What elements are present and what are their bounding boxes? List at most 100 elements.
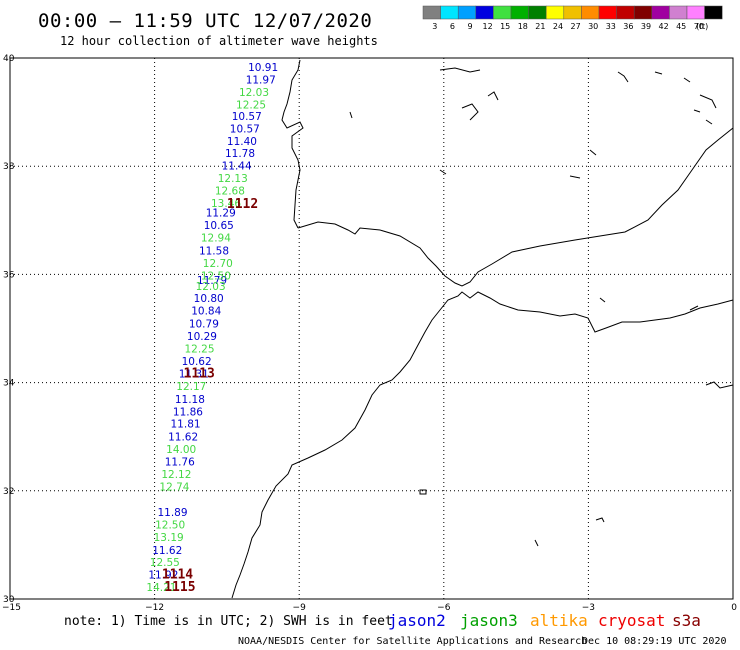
satellite-name-cryosat: cryosat [598, 611, 665, 630]
swh-point-jason3: 12.13 [218, 173, 248, 185]
swh-point-jason2: 11.92 [148, 570, 178, 582]
swh-point-jason2: 11.62 [152, 545, 182, 557]
pass-number: 1114 [162, 568, 193, 583]
y-tick-label: 36 [3, 270, 15, 280]
swh-point-jason3: 12.50 [155, 519, 185, 531]
satellite-name-s3a: s3a [672, 611, 701, 630]
legend-swatch [598, 5, 617, 20]
legend-tick-label: 36 [623, 22, 633, 31]
legend-tick-label: 30 [588, 22, 598, 31]
pass-number: 1115 [164, 580, 195, 595]
coast-island [599, 297, 606, 303]
legend-tick-label: 24 [553, 22, 563, 31]
coast-north-africa [231, 291, 734, 599]
swh-point-jason2: 10.65 [204, 220, 234, 232]
units-note: note: 1) Time is in UTC; 2) SWH is in fe… [64, 614, 393, 629]
map-frame [9, 57, 734, 600]
coast-island [683, 77, 691, 83]
altimeter-points: 10.9111.9710.5710.5711.4011.7811.4411.29… [146, 62, 278, 594]
swh-point-jason2: 11.76 [165, 457, 195, 469]
swh-point-jason2: 10.57 [230, 123, 260, 135]
legend-swatch [651, 5, 670, 20]
swh-point-jason2: 10.62 [182, 356, 212, 368]
swh-point-jason3: 12.17 [176, 381, 206, 393]
legend-tick-label: 42 [659, 22, 669, 31]
satellite-name-jason3: jason3 [460, 611, 518, 630]
swh-point-jason3: 12.03 [196, 281, 226, 293]
legend-tick-label: 45 [676, 22, 686, 31]
legend-unit: (ft) [696, 22, 708, 31]
color-legend: 3 6 9 12 15 18 21 24 27 30 33 36 39 42 45 70(ft) [422, 5, 723, 31]
legend-tick-label: 15 [500, 22, 510, 31]
swh-point-jason2: 11.31 [179, 368, 209, 380]
legend-tick-label: 18 [518, 22, 528, 31]
coast-island [699, 94, 717, 109]
swh-point-jason3: 12.25 [236, 100, 266, 112]
x-tick-label: −15 [2, 603, 21, 613]
coast-island [693, 109, 701, 113]
x-tick-label: −12 [145, 603, 164, 613]
legend-swatch [493, 5, 512, 20]
y-tick-label: 30 [3, 595, 15, 605]
coast-island [654, 71, 663, 75]
legend-swatch [528, 5, 547, 20]
legend-swatch [669, 5, 688, 20]
coast-island [439, 169, 447, 175]
swh-point-jason3: 12.03 [239, 87, 269, 99]
coast-island [569, 175, 581, 179]
swh-point-jason2: 10.91 [248, 62, 278, 74]
legend-swatch [686, 5, 705, 20]
pass-number: 1113 [184, 366, 215, 381]
coast-island [689, 305, 699, 311]
swh-point-jason3: 12.68 [215, 186, 245, 198]
swh-point-jason2: 11.79 [197, 275, 227, 287]
legend-swatch [616, 5, 635, 20]
coast-island [705, 119, 713, 125]
legend-tick-label: 12 [483, 22, 493, 31]
x-tick-label: −6 [437, 603, 451, 613]
legend-swatch [510, 5, 529, 20]
legend-tick-label: 3 [432, 22, 437, 31]
legend-swatch [581, 5, 600, 20]
swh-point-jason3: 12.25 [184, 344, 214, 356]
coast-island [705, 381, 734, 389]
swh-point-jason2: 10.80 [194, 293, 224, 305]
x-tick-label: 0 [731, 603, 737, 613]
coast-south-iberia [297, 127, 734, 287]
y-tick-label: 38 [3, 162, 15, 172]
x-tick-label: −3 [582, 603, 595, 613]
swh-point-jason2: 11.86 [173, 406, 203, 418]
coast-island [487, 91, 499, 101]
swh-point-jason2: 11.81 [171, 419, 201, 431]
timestamp: Dec 10 08:29:19 UTC 2020 [582, 636, 727, 647]
legend-swatch [422, 5, 441, 20]
y-tick-label: 34 [3, 379, 15, 389]
coast-island [439, 67, 481, 73]
legend-tick-label: 70 [694, 22, 704, 31]
legend-swatch [475, 5, 494, 20]
coast-island [349, 111, 353, 119]
swh-point-jason3: 13.19 [154, 532, 184, 544]
map-border [9, 57, 734, 600]
swh-point-jason2: 11.97 [246, 75, 276, 87]
coast-island [595, 517, 605, 523]
coast-island [419, 489, 427, 495]
axis-ticks: −15 −12 −9 −6 −3 0 30 32 34 36 38 40 [2, 54, 737, 613]
coast-island [534, 539, 539, 547]
swh-point-jason2: 11.58 [199, 246, 229, 258]
legend-swatch [457, 5, 477, 20]
swh-point-jason3: 14.21 [146, 582, 176, 594]
swh-point-jason2: 11.62 [168, 432, 198, 444]
legend-tick-label: 39 [641, 22, 651, 31]
coastline [231, 59, 734, 599]
swh-point-jason3: 14.00 [166, 444, 196, 456]
swh-point-jason3: 12.55 [150, 557, 180, 569]
swh-point-jason3: 12.50 [201, 270, 231, 282]
swh-point-jason2: 11.40 [227, 136, 257, 148]
chart-title: 00:00 – 11:59 UTC 12/07/2020 [38, 10, 372, 32]
legend-swatch [704, 5, 723, 20]
satellite-name-jason2: jason2 [388, 611, 446, 630]
swh-point-jason2: 11.18 [175, 394, 205, 406]
